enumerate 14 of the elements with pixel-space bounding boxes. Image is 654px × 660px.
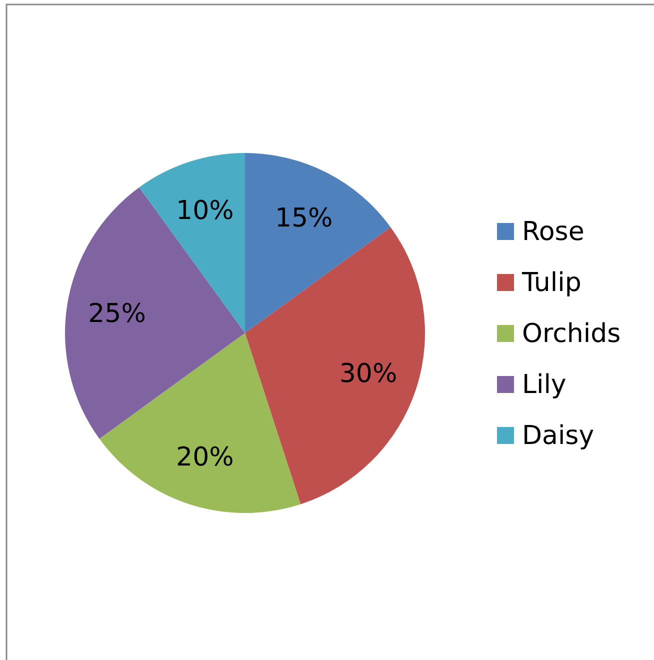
legend-label: Lily bbox=[522, 370, 566, 400]
data-label: 15% bbox=[274, 204, 333, 234]
data-label: 30% bbox=[339, 359, 398, 390]
legend-label: Daisy bbox=[522, 421, 594, 452]
pie-slice bbox=[65, 187, 245, 439]
legend-label: Orchids bbox=[522, 319, 621, 350]
legend-label: Tulip bbox=[521, 268, 582, 298]
data-label: 25% bbox=[88, 298, 146, 329]
data-label: 10% bbox=[176, 196, 234, 226]
legend-label: Rose bbox=[522, 217, 584, 248]
data-label: 20% bbox=[176, 442, 234, 472]
pie-slice bbox=[245, 153, 391, 333]
pie-slice bbox=[245, 227, 425, 504]
pie-slice bbox=[99, 333, 301, 513]
